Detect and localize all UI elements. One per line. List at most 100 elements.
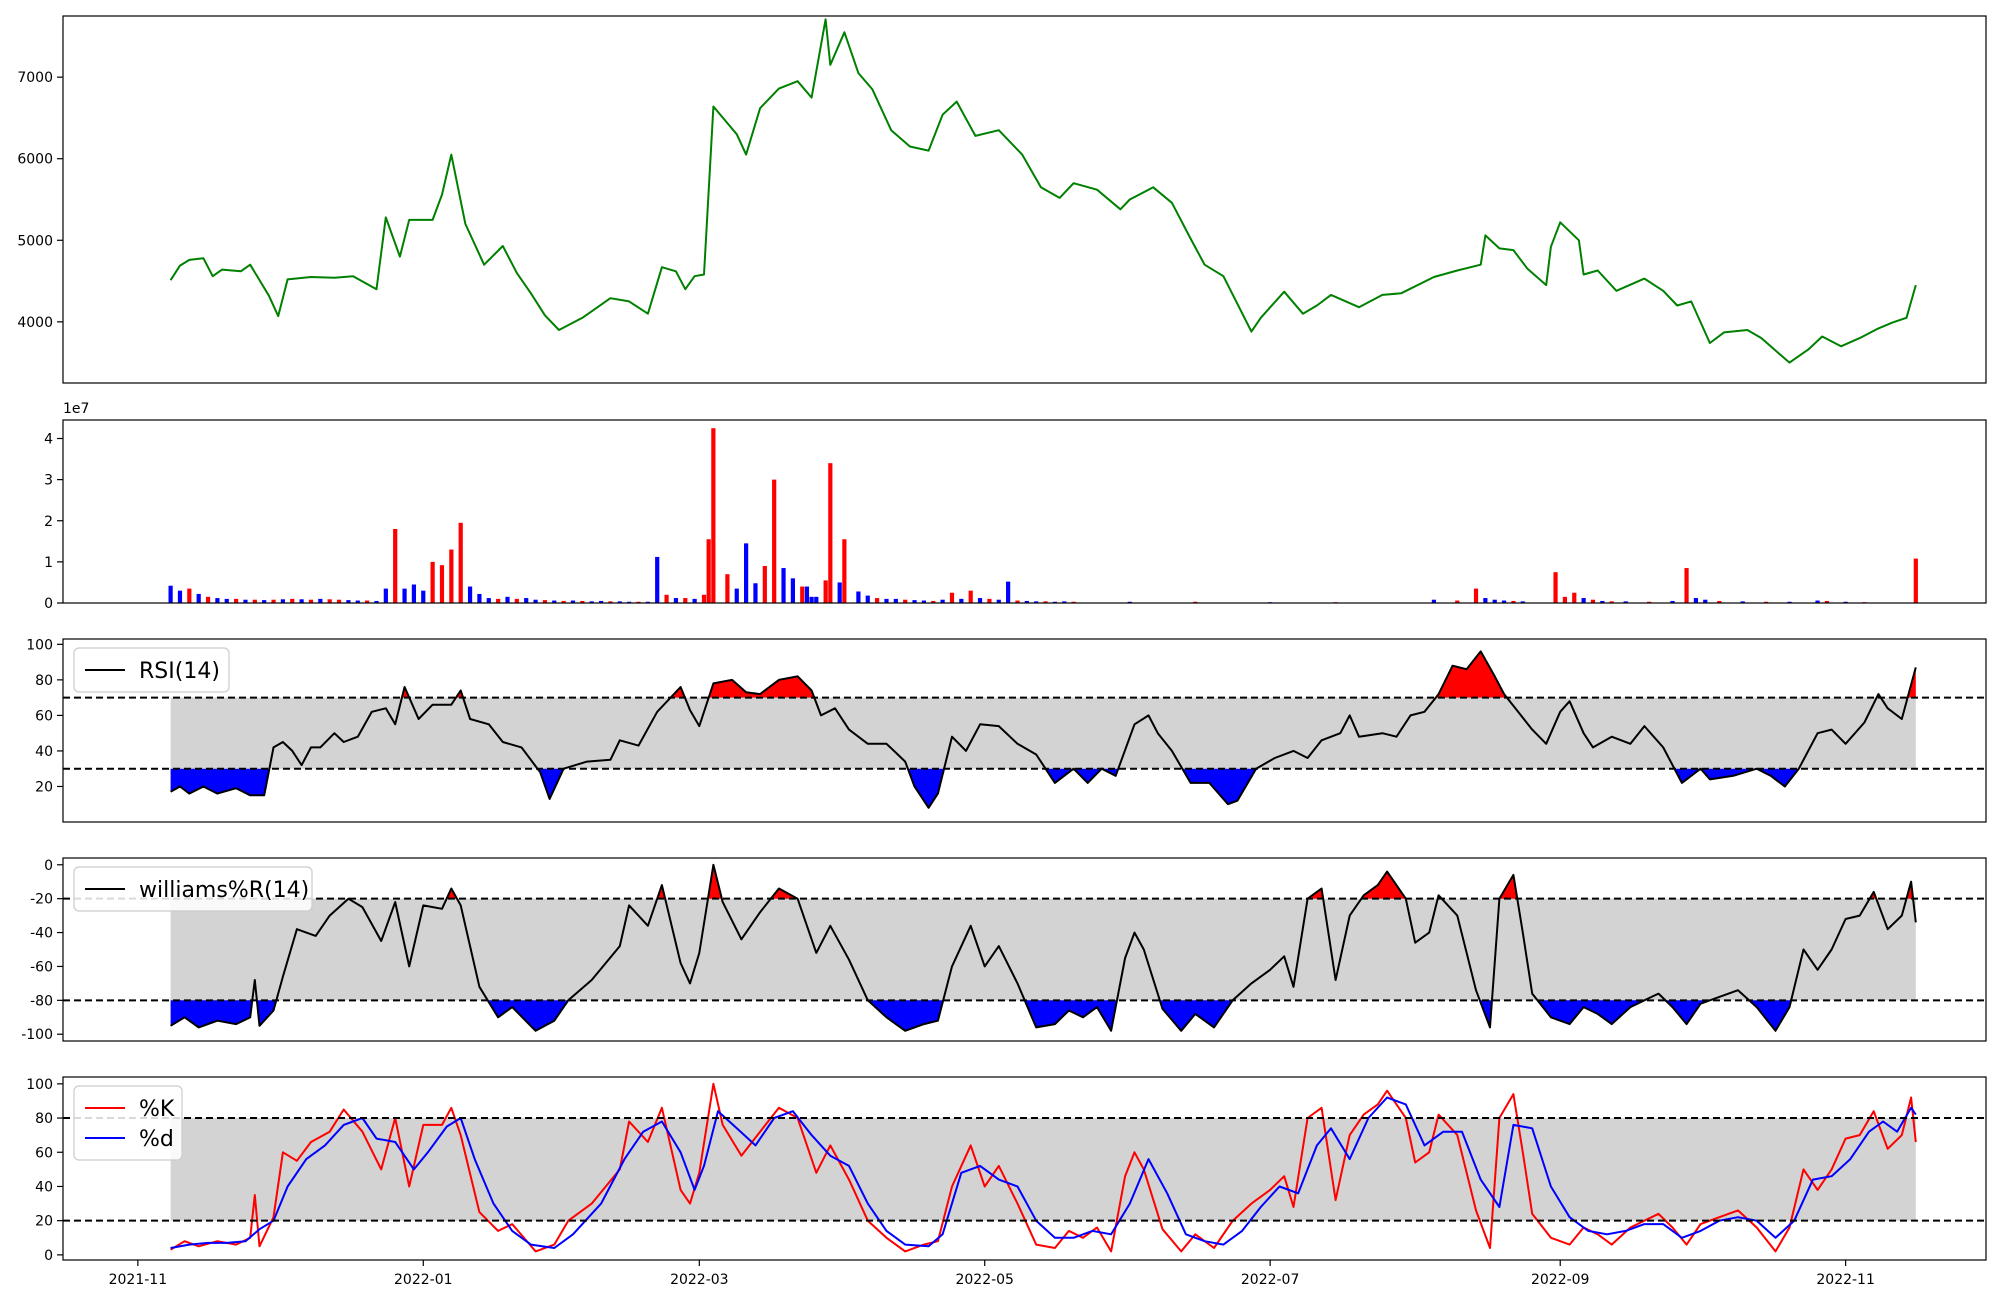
volume-bar <box>1843 601 1848 603</box>
volume-bar <box>215 598 220 603</box>
volume-bar <box>598 600 604 603</box>
volume-bar <box>1703 599 1708 603</box>
x-tick-label: 2022-03 <box>670 1272 729 1288</box>
volume-bar <box>514 598 519 603</box>
volume-bar <box>1717 600 1722 603</box>
volume-bar <box>430 561 435 603</box>
legend-box <box>73 1085 183 1161</box>
volume-bar <box>1581 598 1586 603</box>
y-tick-label: -40 <box>30 926 53 942</box>
volume-bar <box>683 598 688 603</box>
volume-bar <box>875 598 880 603</box>
volume-bar <box>1455 600 1460 603</box>
volume-bar <box>393 528 398 603</box>
price-line <box>169 18 1917 364</box>
volume-bar <box>959 598 964 603</box>
y-tick-label: 0 <box>44 1248 53 1264</box>
volume-bar <box>645 601 650 603</box>
y-tick-label: 20 <box>35 1214 53 1230</box>
volume-plot-area <box>168 428 1918 603</box>
stochastic-axes-frame <box>62 1076 1987 1261</box>
x-tick-label: 2022-11 <box>1816 1272 1875 1288</box>
williams-y-ticks: -100 -80 -60 -40 -20 0 <box>21 858 63 1043</box>
volume-bar <box>224 598 229 603</box>
volume-bar <box>842 539 847 603</box>
y-tick-label: 3 <box>44 473 53 489</box>
volume-bar <box>1600 600 1605 603</box>
volume-bar <box>1071 601 1076 603</box>
volume-bar <box>187 588 192 603</box>
volume-bar <box>570 600 576 603</box>
volume-bar <box>814 596 819 603</box>
williams-oversold-fill <box>1024 1000 1117 1031</box>
volume-bar <box>781 568 786 603</box>
volume-bar <box>1684 568 1689 603</box>
y-tick-label: -20 <box>30 892 53 908</box>
volume-bar <box>1511 600 1516 603</box>
y-tick-label: 60 <box>35 708 53 724</box>
volume-bar <box>1693 598 1699 603</box>
volume-bar <box>243 599 248 603</box>
x-tick-label: 2022-07 <box>1241 1272 1300 1288</box>
volume-bar <box>912 600 917 603</box>
y-tick-label: -100 <box>21 1027 53 1043</box>
legend-box <box>73 647 230 693</box>
y-tick-label: -80 <box>30 993 53 1009</box>
volume-bar <box>1763 601 1769 603</box>
price-panel: 4000 5000 6000 7000 <box>17 15 1987 384</box>
williams-axes-frame <box>62 857 1987 1042</box>
stochastic-y-ticks: 0 20 40 60 80 100 <box>26 1077 63 1264</box>
volume-bar <box>1787 601 1792 603</box>
y-tick-label: 6000 <box>17 152 53 168</box>
volume-bar <box>725 574 730 603</box>
volume-bar <box>692 598 697 603</box>
legend-label: %K <box>139 1097 175 1122</box>
volume-bar <box>252 599 257 603</box>
volume-bar <box>744 543 749 603</box>
volume-bar <box>196 593 201 603</box>
legend-label: %d <box>139 1127 174 1152</box>
rsi-axes-frame <box>62 638 1987 823</box>
volume-bar <box>365 600 370 603</box>
volume-bar <box>355 600 360 603</box>
volume-bar <box>734 588 739 603</box>
volume-bar <box>486 598 491 603</box>
volume-bar <box>837 582 842 603</box>
volume-bar <box>589 601 594 603</box>
rsi-oversold-fill <box>907 768 945 808</box>
volume-bar <box>884 598 889 603</box>
volume-bar <box>627 601 632 603</box>
volume-bar <box>411 584 417 603</box>
x-tick-label: 2022-05 <box>955 1272 1014 1288</box>
volume-bar <box>772 479 777 603</box>
rsi-panel: 20 40 60 80 100 RSI(14) <box>26 637 1987 823</box>
y-tick-label: 80 <box>35 1111 53 1127</box>
volume-bar <box>856 591 861 603</box>
volume-bar <box>1562 596 1568 603</box>
volume-bar <box>299 599 304 603</box>
volume-bar <box>1062 601 1067 603</box>
legend-label: williams%R(14) <box>139 878 309 903</box>
volume-bar <box>346 600 351 603</box>
volume-bar <box>1473 588 1479 603</box>
volume-bar <box>1623 601 1628 603</box>
y-tick-label: 2 <box>44 514 53 530</box>
rsi-line <box>170 650 1917 809</box>
volume-bar <box>1553 572 1558 603</box>
volume-bar <box>701 594 707 603</box>
volume-bar <box>205 596 211 603</box>
volume-bar <box>533 599 538 603</box>
y-tick-label: 4 <box>44 432 53 448</box>
volume-bar <box>318 598 323 603</box>
volume-offset-label: 1e7 <box>63 401 89 417</box>
volume-bar <box>439 565 445 603</box>
volume-bar <box>1572 592 1577 603</box>
volume-bar <box>968 590 973 603</box>
y-tick-label: -60 <box>30 959 53 975</box>
williams-panel: -100 -80 -60 -40 -20 0 williams%R(14) <box>21 857 1987 1043</box>
volume-bar <box>458 522 463 603</box>
volume-bar <box>921 600 927 603</box>
rsi-overbought-fill <box>1435 651 1507 698</box>
williams-plot-area <box>170 863 1917 1032</box>
volume-bar <box>467 586 473 603</box>
